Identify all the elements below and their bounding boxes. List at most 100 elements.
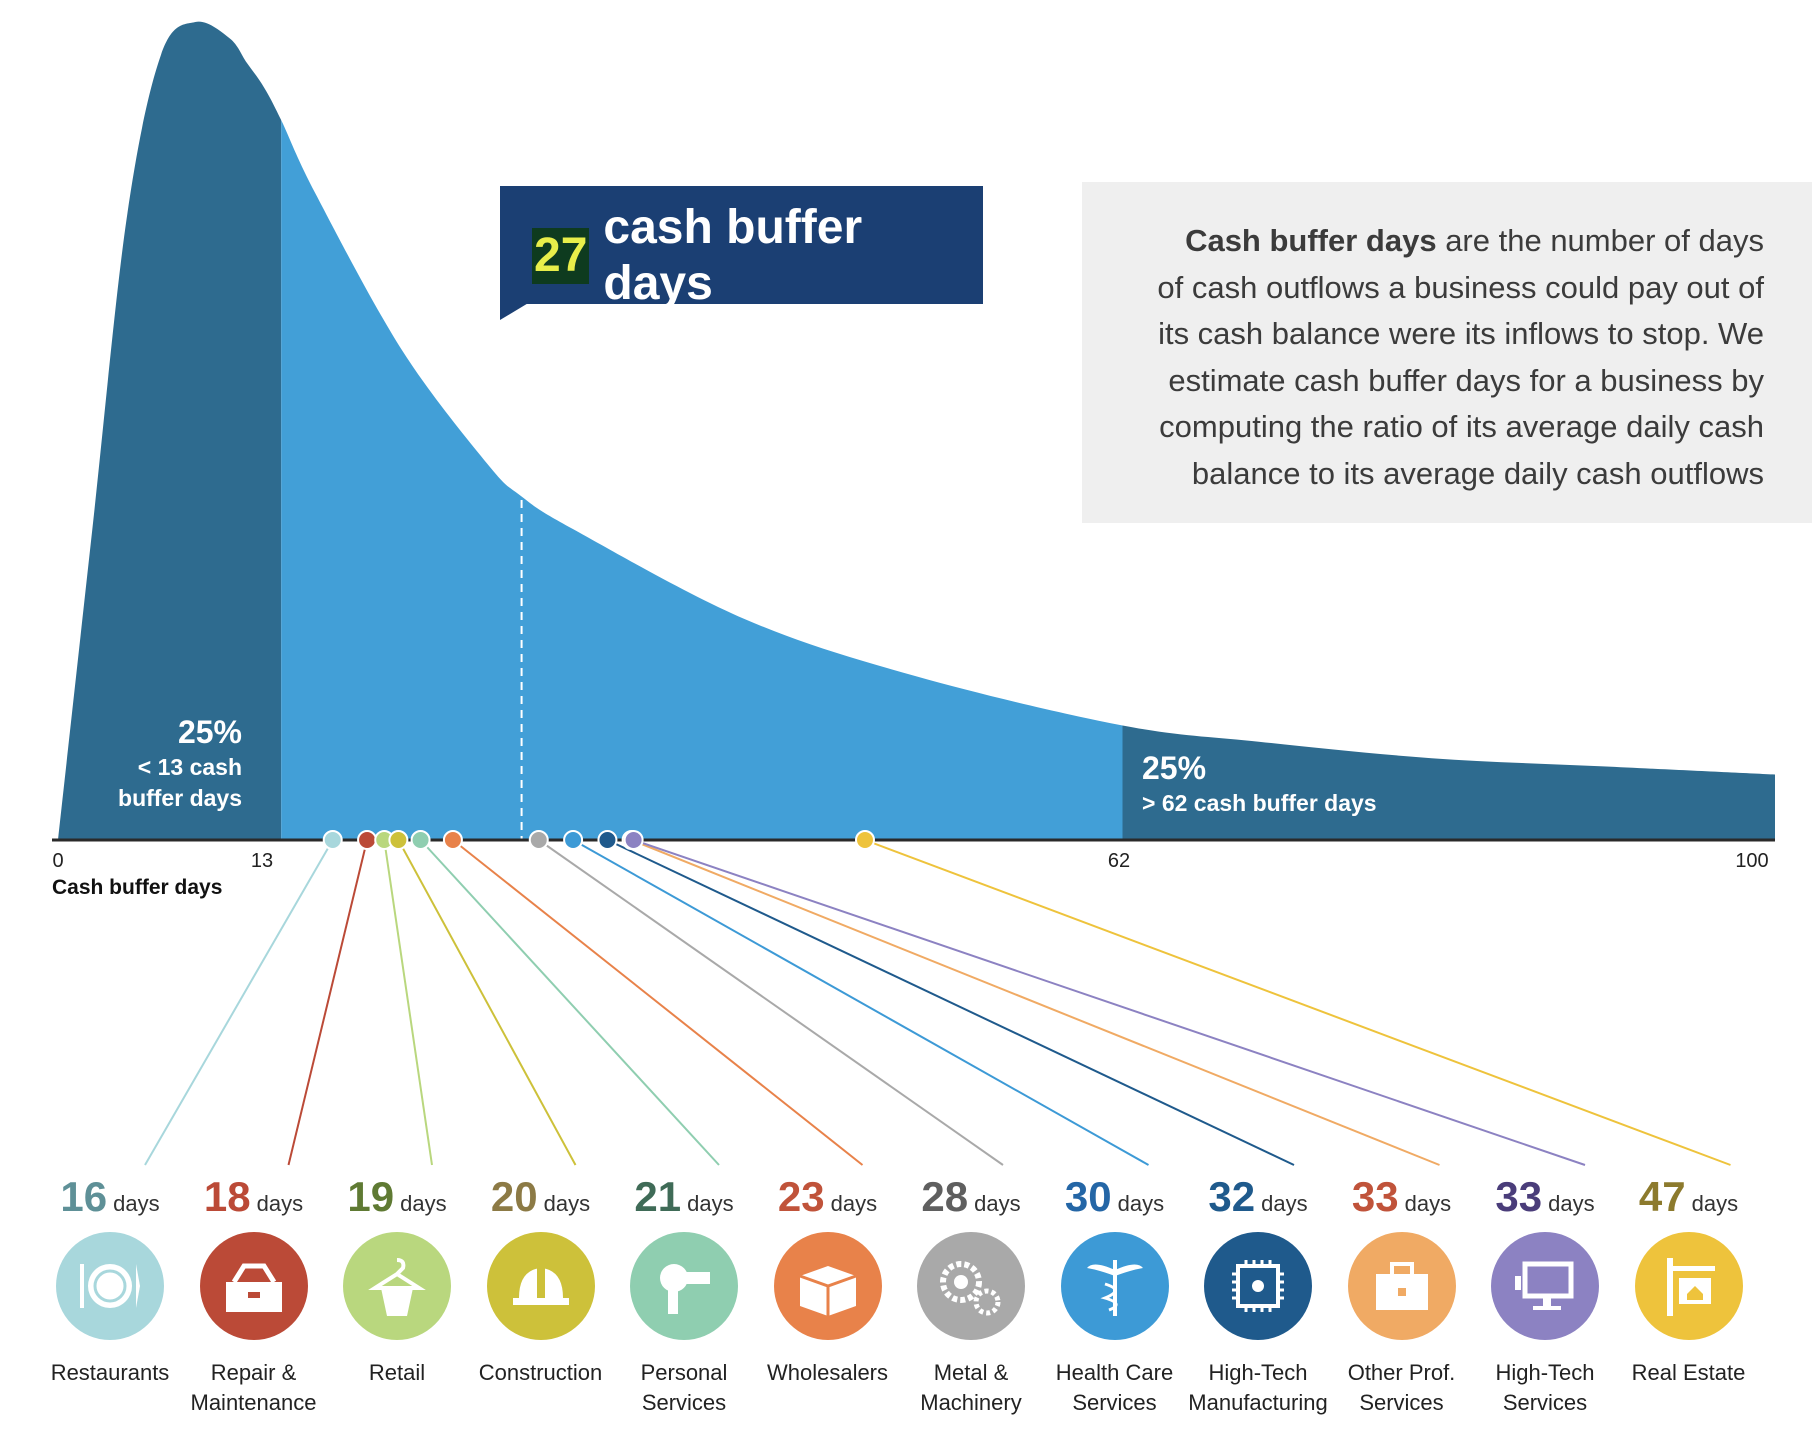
definition-box: Cash buffer days are the number of days …	[1082, 182, 1812, 523]
industry-item: 33 days High-Tech Services	[1470, 1172, 1620, 1418]
industry-item: 21 days Personal Services	[609, 1172, 759, 1418]
industry-item: 23 days Wholesalers	[753, 1172, 903, 1388]
x-tick-13: 13	[250, 850, 274, 872]
hardhat-icon	[486, 1232, 595, 1340]
connector-line-11	[864, 839, 1731, 1166]
industry-name: Retail	[368, 1360, 426, 1385]
industry-marker-10	[623, 830, 644, 850]
industry-marker-8	[597, 830, 618, 850]
industry-days: 19 days	[322, 1172, 472, 1222]
hairdryer-icon	[630, 1232, 738, 1340]
industry-days-value: 28	[921, 1173, 969, 1220]
industry-days-unit: days	[687, 1191, 734, 1216]
industry-days: 30 days	[1040, 1172, 1190, 1222]
realestate-sign-icon	[1634, 1232, 1743, 1340]
definition-term: Cash buffer days	[1185, 223, 1437, 258]
industry-days-unit: days	[400, 1191, 447, 1216]
industry-days-value: 23	[777, 1173, 825, 1220]
upper-quartile-percent: 25%	[1142, 750, 1207, 786]
industry-name: Construction	[478, 1360, 603, 1385]
hanger-icon	[343, 1232, 451, 1340]
definition-line-3: its cash balance were its inflows to sto…	[1158, 316, 1764, 351]
definition-line-5: computing the ratio of its average daily…	[1159, 409, 1764, 444]
industry-days: 20 days	[466, 1172, 616, 1222]
industry-days-unit: days	[974, 1191, 1021, 1216]
industry-days: 16 days	[35, 1172, 185, 1222]
industry-days-value: 16	[60, 1173, 108, 1220]
upper-quartile-label: 25% > 62 cash buffer days	[1142, 748, 1377, 819]
industry-days-value: 33	[1351, 1173, 1399, 1220]
connector-line-6	[538, 839, 1004, 1166]
x-tick-62: 62	[1107, 850, 1131, 872]
industry-days: 28 days	[896, 1172, 1046, 1222]
x-tick-0: 0	[52, 850, 64, 872]
region-area-1	[281, 120, 1123, 840]
industry-days-unit: days	[1261, 1191, 1308, 1216]
industry-name: Repair & Maintenance	[190, 1360, 317, 1415]
industry-name: Real Estate	[1631, 1360, 1746, 1385]
definition-line-4: estimate cash buffer days for a business…	[1168, 362, 1764, 398]
briefcase-icon	[1347, 1232, 1456, 1340]
industry-name: Wholesalers	[766, 1360, 889, 1385]
monitor-icon	[1491, 1232, 1599, 1340]
industry-item: 19 days Retail	[322, 1172, 472, 1388]
industry-days-value: 47	[1638, 1173, 1686, 1220]
median-title: cash buffer days	[603, 201, 863, 310]
industry-days-unit: days	[1404, 1191, 1452, 1216]
definition-line-2: of cash outflows a business could pay ou…	[1157, 269, 1764, 305]
industry-days-unit: days	[830, 1191, 878, 1216]
industry-days: 33 days	[1470, 1172, 1620, 1222]
median-callout-pointer	[500, 302, 530, 320]
industry-item: 30 days Health Care Services	[1040, 1172, 1190, 1418]
industry-marker-5	[442, 830, 463, 850]
connector-line-5	[452, 839, 864, 1166]
industry-days: 32 days	[1183, 1172, 1333, 1222]
region-area-0	[58, 21, 282, 840]
industry-days-value: 18	[203, 1173, 251, 1220]
industry-days-value: 21	[634, 1173, 682, 1220]
industry-name: Health Care Services	[1055, 1360, 1174, 1415]
industry-days-unit: days	[1117, 1191, 1165, 1216]
industry-days-value: 32	[1208, 1173, 1256, 1220]
region-area-2	[1122, 725, 1775, 840]
industry-days-value: 19	[347, 1173, 395, 1220]
caduceus-icon	[1060, 1232, 1169, 1340]
connector-line-10	[633, 839, 1586, 1166]
lower-quartile-text: < 13 cash buffer days	[118, 754, 242, 811]
industry-name: Personal Services	[640, 1360, 728, 1415]
industry-days: 18 days	[179, 1172, 329, 1222]
connector-line-1	[287, 839, 369, 1166]
industry-name: Other Prof. Services	[1347, 1360, 1456, 1415]
median-number: 27	[532, 228, 590, 284]
connector-line-0	[144, 839, 334, 1166]
connector-line-4	[419, 839, 720, 1166]
connector-line-9	[631, 839, 1440, 1166]
median-subtitle: All small business median	[532, 315, 809, 342]
industry-item: 28 days Metal & Machinery	[896, 1172, 1046, 1418]
industry-days-value: 30	[1064, 1173, 1112, 1220]
industry-item: 18 days Repair & Maintenance	[179, 1172, 329, 1418]
definition-line-6: balance to its average daily cash outflo…	[1191, 455, 1764, 491]
industry-days-unit: days	[543, 1191, 591, 1216]
industry-days: 23 days	[753, 1172, 903, 1222]
industry-days-value: 20	[490, 1173, 538, 1220]
industry-days-unit: days	[256, 1191, 304, 1216]
industry-item: 16 days Restaurants	[35, 1172, 185, 1388]
lower-quartile-percent: 25%	[177, 714, 242, 750]
industry-marker-3	[388, 830, 409, 850]
industry-marker-1	[357, 830, 378, 850]
industry-name: Metal & Machinery	[920, 1360, 1022, 1415]
toolbox-icon	[199, 1232, 308, 1340]
boxes-icon	[773, 1232, 882, 1340]
industry-item: 20 days Construction	[466, 1172, 616, 1388]
industry-item: 47 days Real Estate	[1614, 1172, 1764, 1388]
industry-marker-6	[528, 830, 549, 850]
connector-line-8	[607, 839, 1295, 1166]
chip-icon	[1204, 1232, 1312, 1340]
industry-days: 21 days	[609, 1172, 759, 1222]
median-callout: 27 cash buffer days All small business m…	[500, 186, 983, 342]
industry-marker-11	[854, 830, 875, 850]
industry-marker-4	[410, 830, 431, 850]
industry-days-unit: days	[113, 1191, 160, 1216]
